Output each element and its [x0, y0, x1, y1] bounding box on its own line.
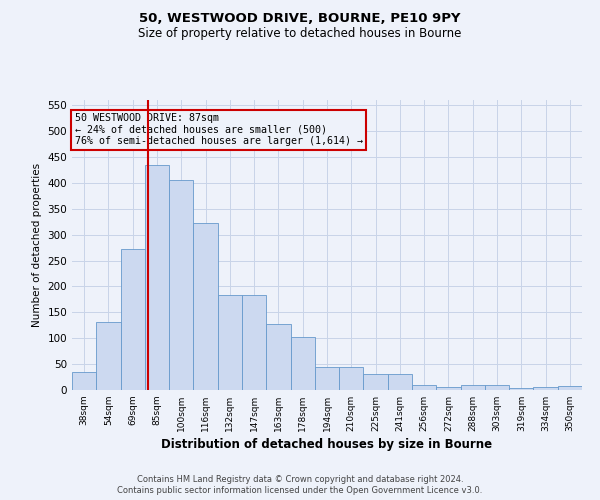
Bar — [266, 324, 290, 390]
Text: 50, WESTWOOD DRIVE, BOURNE, PE10 9PY: 50, WESTWOOD DRIVE, BOURNE, PE10 9PY — [139, 12, 461, 26]
Bar — [388, 374, 412, 390]
Y-axis label: Number of detached properties: Number of detached properties — [32, 163, 42, 327]
Bar — [509, 388, 533, 390]
Bar — [145, 164, 169, 390]
Bar — [436, 388, 461, 390]
X-axis label: Distribution of detached houses by size in Bourne: Distribution of detached houses by size … — [161, 438, 493, 451]
Bar — [169, 180, 193, 390]
Bar — [218, 294, 242, 390]
Text: Size of property relative to detached houses in Bourne: Size of property relative to detached ho… — [139, 28, 461, 40]
Bar — [339, 366, 364, 390]
Bar — [533, 388, 558, 390]
Bar — [485, 386, 509, 390]
Bar — [461, 386, 485, 390]
Bar — [315, 366, 339, 390]
Bar — [558, 386, 582, 390]
Bar — [96, 322, 121, 390]
Text: 50 WESTWOOD DRIVE: 87sqm
← 24% of detached houses are smaller (500)
76% of semi-: 50 WESTWOOD DRIVE: 87sqm ← 24% of detach… — [74, 113, 362, 146]
Bar — [290, 336, 315, 390]
Bar — [412, 386, 436, 390]
Bar — [364, 374, 388, 390]
Text: Contains HM Land Registry data © Crown copyright and database right 2024.: Contains HM Land Registry data © Crown c… — [137, 475, 463, 484]
Bar — [72, 372, 96, 390]
Text: Contains public sector information licensed under the Open Government Licence v3: Contains public sector information licen… — [118, 486, 482, 495]
Bar — [121, 249, 145, 390]
Bar — [242, 294, 266, 390]
Bar — [193, 223, 218, 390]
